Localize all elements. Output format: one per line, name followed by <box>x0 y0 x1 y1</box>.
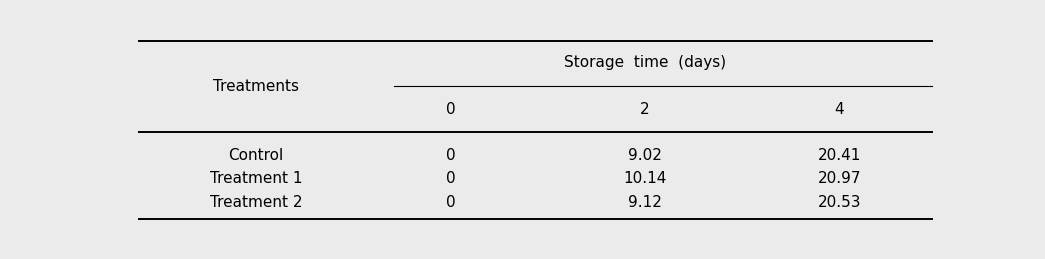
Text: 0: 0 <box>446 148 456 163</box>
Text: 10.14: 10.14 <box>623 171 667 186</box>
Text: 9.12: 9.12 <box>628 195 661 210</box>
Text: Treatment 1: Treatment 1 <box>210 171 302 186</box>
Text: Control: Control <box>229 148 284 163</box>
Text: 4: 4 <box>835 102 844 117</box>
Text: 20.53: 20.53 <box>817 195 861 210</box>
Text: Treatment 2: Treatment 2 <box>210 195 302 210</box>
Text: 2: 2 <box>641 102 650 117</box>
Text: Storage  time  (days): Storage time (days) <box>564 55 726 70</box>
Text: 9.02: 9.02 <box>628 148 661 163</box>
Text: 0: 0 <box>446 195 456 210</box>
Text: 20.41: 20.41 <box>817 148 861 163</box>
Text: 0: 0 <box>446 171 456 186</box>
Text: 20.97: 20.97 <box>817 171 861 186</box>
Text: 0: 0 <box>446 102 456 117</box>
Text: Treatments: Treatments <box>213 80 299 95</box>
